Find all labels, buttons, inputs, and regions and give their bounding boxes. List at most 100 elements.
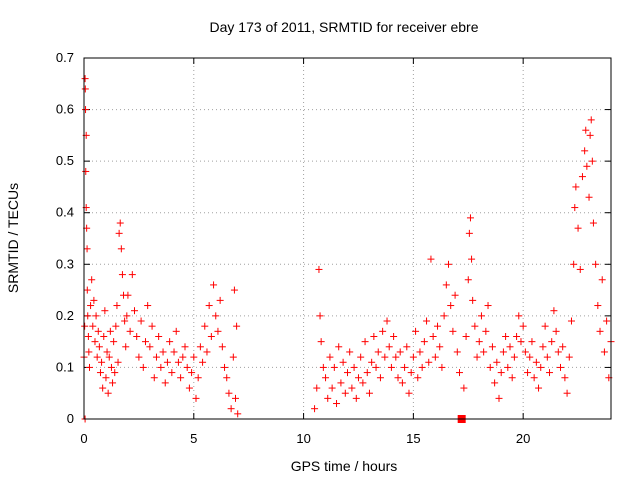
data-point bbox=[99, 384, 107, 392]
data-point bbox=[137, 317, 145, 325]
data-point bbox=[405, 389, 413, 397]
data-point bbox=[148, 322, 156, 330]
data-point bbox=[192, 394, 200, 402]
data-point bbox=[181, 343, 189, 351]
data-point bbox=[172, 327, 180, 335]
data-point bbox=[521, 348, 529, 356]
data-point bbox=[83, 286, 91, 294]
data-point bbox=[229, 353, 237, 361]
data-point bbox=[519, 322, 527, 330]
x-tick-label: 20 bbox=[516, 431, 530, 446]
data-point bbox=[374, 348, 382, 356]
data-point bbox=[491, 379, 499, 387]
data-point bbox=[379, 327, 387, 335]
data-point bbox=[504, 363, 512, 371]
data-point bbox=[317, 338, 325, 346]
data-point bbox=[460, 384, 468, 392]
data-point bbox=[128, 271, 136, 279]
data-point bbox=[466, 214, 474, 222]
data-point bbox=[121, 317, 129, 325]
data-point bbox=[316, 312, 324, 320]
data-point bbox=[471, 322, 479, 330]
data-point bbox=[185, 384, 193, 392]
data-point bbox=[468, 255, 476, 263]
data-point bbox=[163, 358, 171, 366]
data-point bbox=[201, 322, 209, 330]
data-point bbox=[344, 369, 351, 377]
data-point bbox=[381, 353, 389, 361]
data-point bbox=[535, 384, 543, 392]
data-point bbox=[357, 353, 365, 361]
data-point bbox=[214, 327, 222, 335]
data-point bbox=[559, 343, 567, 351]
data-point bbox=[179, 353, 187, 361]
data-point bbox=[232, 394, 240, 402]
data-point bbox=[592, 260, 600, 268]
data-point bbox=[100, 332, 108, 340]
data-point bbox=[110, 338, 118, 346]
x-axis-label: GPS time / hours bbox=[291, 458, 398, 474]
data-point bbox=[352, 394, 360, 402]
data-point bbox=[330, 363, 338, 371]
data-point bbox=[480, 348, 488, 356]
data-point bbox=[436, 343, 444, 351]
data-point bbox=[451, 291, 459, 299]
data-point bbox=[603, 317, 611, 325]
data-point bbox=[126, 327, 134, 335]
data-point bbox=[141, 338, 149, 346]
data-point bbox=[350, 363, 358, 371]
data-point bbox=[541, 322, 549, 330]
data-point bbox=[337, 379, 345, 387]
data-point bbox=[112, 322, 120, 330]
data-point bbox=[586, 131, 594, 139]
data-point bbox=[339, 358, 347, 366]
data-point bbox=[361, 338, 369, 346]
data-point bbox=[207, 332, 215, 340]
data-point bbox=[508, 374, 516, 382]
data-point bbox=[552, 327, 560, 335]
data-point bbox=[324, 394, 332, 402]
data-point bbox=[183, 363, 191, 371]
data-point bbox=[90, 296, 98, 304]
data-point bbox=[425, 358, 433, 366]
data-point bbox=[396, 348, 404, 356]
data-point bbox=[103, 348, 111, 356]
data-point bbox=[84, 332, 92, 340]
data-point bbox=[322, 374, 330, 382]
data-point bbox=[365, 389, 373, 397]
data-point bbox=[548, 338, 556, 346]
data-point bbox=[326, 353, 334, 361]
data-point bbox=[587, 116, 595, 124]
data-point bbox=[107, 363, 115, 371]
data-point bbox=[532, 358, 540, 366]
plot-frame bbox=[83, 57, 612, 420]
data-point bbox=[190, 353, 198, 361]
data-point bbox=[447, 302, 455, 310]
data-point bbox=[81, 322, 89, 330]
data-point bbox=[82, 106, 90, 114]
data-point bbox=[420, 338, 428, 346]
data-point bbox=[221, 363, 229, 371]
data-point bbox=[578, 173, 586, 181]
data-point bbox=[596, 327, 604, 335]
data-point bbox=[554, 348, 562, 356]
data-point bbox=[582, 126, 590, 134]
data-point bbox=[102, 374, 110, 382]
y-tick-label: 0.6 bbox=[56, 102, 74, 117]
data-point bbox=[81, 75, 89, 83]
data-point bbox=[416, 348, 424, 356]
y-tick-label: 0.2 bbox=[56, 308, 74, 323]
data-point bbox=[414, 374, 422, 382]
data-point bbox=[583, 162, 591, 170]
data-point bbox=[155, 332, 163, 340]
data-point bbox=[383, 317, 391, 325]
data-point bbox=[588, 157, 596, 165]
y-tick-label: 0.3 bbox=[56, 256, 74, 271]
data-point bbox=[161, 379, 169, 387]
data-point bbox=[104, 389, 112, 397]
data-point bbox=[499, 348, 507, 356]
data-point bbox=[313, 384, 321, 392]
data-point bbox=[152, 353, 160, 361]
